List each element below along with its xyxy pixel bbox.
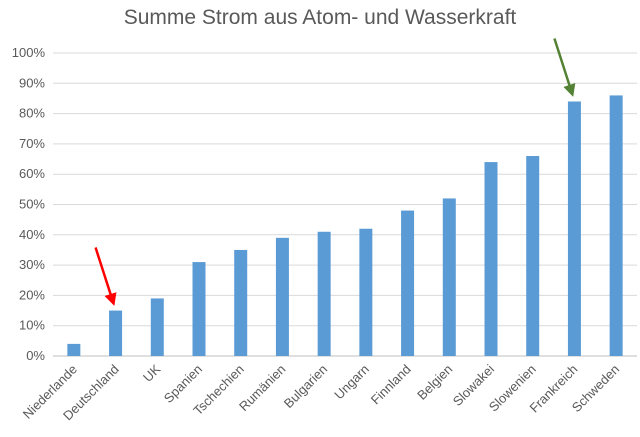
y-tick-label: 90% xyxy=(19,75,45,90)
bar-finnland xyxy=(401,210,415,356)
bar-belgien xyxy=(442,198,456,356)
gridlines xyxy=(53,52,637,357)
bar-schweden xyxy=(609,95,623,357)
x-tick-label: Bulgarien xyxy=(281,362,330,411)
bar-frankreich xyxy=(567,101,581,356)
annotation-arrow xyxy=(553,38,576,97)
bar-bulgarien xyxy=(317,231,331,356)
bar-slowakei xyxy=(484,162,498,356)
x-tick-label: Finnland xyxy=(368,362,414,408)
bars xyxy=(67,95,623,357)
bar-rumänien xyxy=(275,237,289,356)
x-tick-label: Ungarn xyxy=(331,362,372,403)
y-tick-label: 0% xyxy=(26,348,45,363)
bar-slowenien xyxy=(526,156,540,356)
bar-spanien xyxy=(192,262,206,356)
y-tick-label: 10% xyxy=(19,318,45,333)
bar-deutschland xyxy=(109,310,123,356)
bar-ungarn xyxy=(359,228,373,356)
y-tick-label: 40% xyxy=(19,227,45,242)
y-tick-label: 50% xyxy=(19,197,45,212)
y-tick-label: 70% xyxy=(19,136,45,151)
bar-niederlande xyxy=(67,343,81,356)
x-tick-label: UK xyxy=(140,361,164,385)
x-tick-label: Belgien xyxy=(414,362,455,403)
chart-title: Summe Strom aus Atom- und Wasserkraft xyxy=(123,6,517,29)
y-tick-label: 60% xyxy=(19,166,45,181)
bar-tschechien xyxy=(234,249,248,356)
y-tick-label: 80% xyxy=(19,106,45,121)
y-axis-ticks: 0% 10% 20% 30% 40% 50% 60% 70% 80% 90% 100% xyxy=(12,45,46,363)
annotation-arrow xyxy=(94,247,117,306)
y-tick-label: 100% xyxy=(12,45,46,60)
bar-uk xyxy=(150,298,164,356)
y-tick-label: 20% xyxy=(19,287,45,302)
annotation-arrows xyxy=(94,38,576,306)
y-tick-label: 30% xyxy=(19,257,45,272)
